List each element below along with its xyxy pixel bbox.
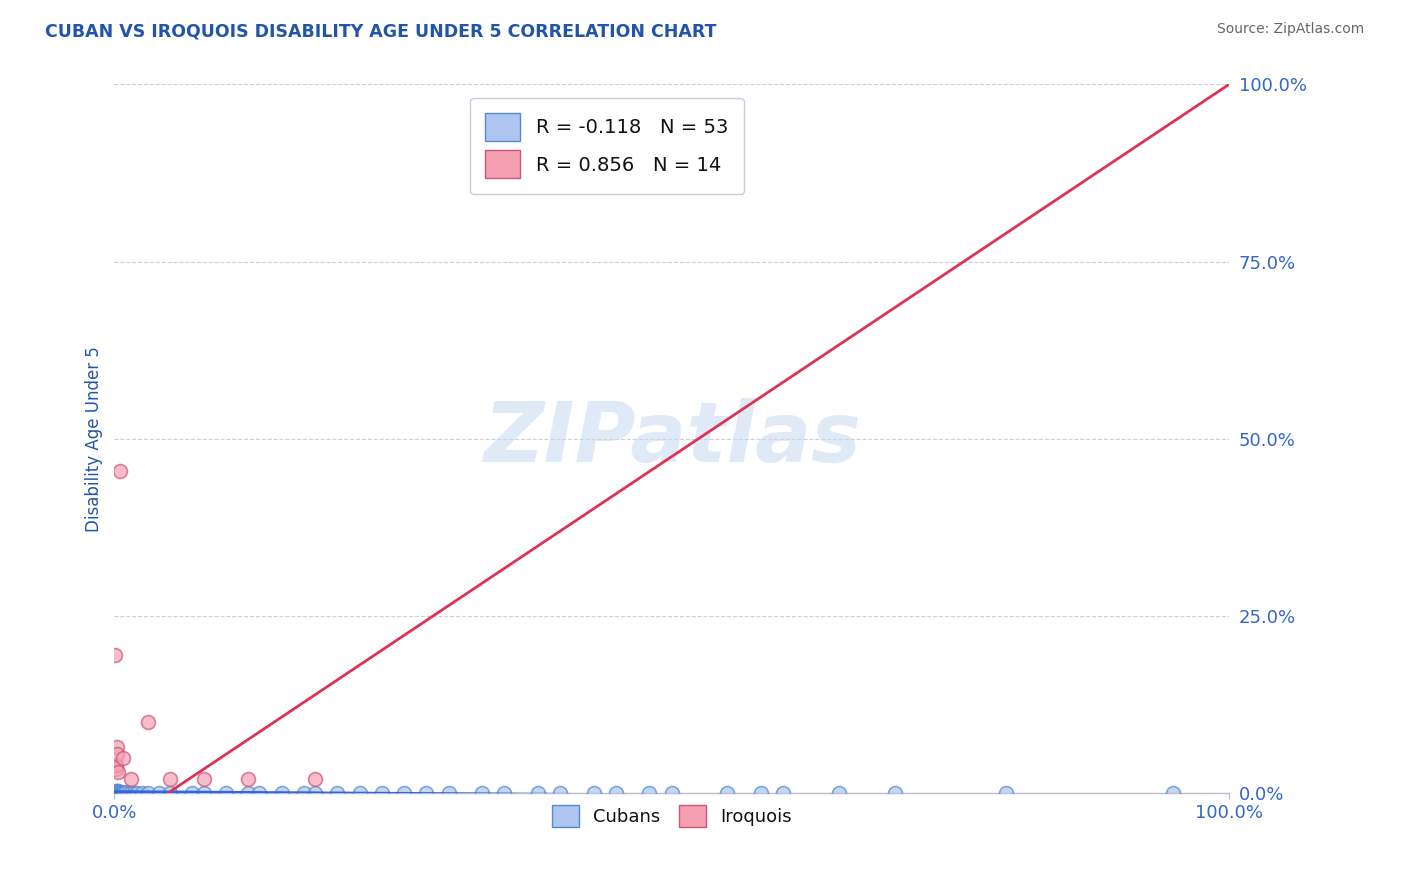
Point — [749, 786, 772, 800]
Point — [471, 786, 494, 800]
Point — [494, 786, 516, 800]
Point — [326, 786, 349, 800]
Point — [108, 786, 131, 800]
Text: ZIPatlas: ZIPatlas — [482, 399, 860, 479]
Point — [605, 786, 627, 800]
Text: CUBAN VS IROQUOIS DISABILITY AGE UNDER 5 CORRELATION CHART: CUBAN VS IROQUOIS DISABILITY AGE UNDER 5… — [45, 22, 717, 40]
Point — [292, 786, 315, 800]
Point — [661, 786, 683, 800]
Point — [105, 785, 128, 799]
Point — [548, 786, 571, 800]
Point — [125, 786, 148, 800]
Point — [110, 786, 132, 800]
Point — [828, 786, 851, 800]
Point — [193, 786, 215, 800]
Point — [110, 786, 132, 800]
Point — [772, 786, 794, 800]
Point — [349, 786, 371, 800]
Point — [415, 786, 437, 800]
Point — [108, 784, 131, 798]
Point — [124, 786, 146, 800]
Point — [247, 786, 270, 800]
Point — [371, 786, 394, 800]
Point — [104, 648, 127, 662]
Text: Source: ZipAtlas.com: Source: ZipAtlas.com — [1216, 22, 1364, 37]
Point — [112, 786, 135, 800]
Point — [105, 747, 128, 762]
Point — [104, 762, 127, 776]
Y-axis label: Disability Age Under 5: Disability Age Under 5 — [86, 346, 103, 532]
Point — [304, 786, 326, 800]
Point — [148, 786, 170, 800]
Point — [527, 786, 550, 800]
Point — [105, 740, 128, 755]
Point — [114, 785, 136, 799]
Point — [136, 715, 159, 730]
Point — [105, 783, 128, 797]
Point — [159, 786, 181, 800]
Point — [108, 785, 131, 799]
Point — [111, 786, 134, 800]
Point — [120, 772, 142, 787]
Point — [107, 786, 129, 800]
Point — [270, 786, 292, 800]
Point — [117, 786, 139, 800]
Legend: Cubans, Iroquois: Cubans, Iroquois — [544, 797, 799, 834]
Point — [236, 786, 259, 800]
Point — [638, 786, 661, 800]
Point — [392, 786, 415, 800]
Point — [437, 786, 460, 800]
Point — [582, 786, 605, 800]
Point — [107, 765, 129, 780]
Point — [104, 784, 127, 798]
Point — [1161, 786, 1184, 800]
Point — [193, 772, 215, 787]
Point — [105, 758, 128, 772]
Point — [136, 786, 159, 800]
Point — [159, 772, 181, 787]
Point — [995, 786, 1018, 800]
Point — [215, 786, 238, 800]
Point — [304, 772, 326, 787]
Point — [236, 772, 259, 787]
Point — [181, 786, 204, 800]
Point — [114, 786, 136, 800]
Point — [107, 784, 129, 798]
Point — [105, 785, 128, 799]
Point — [111, 786, 134, 800]
Point — [108, 464, 131, 478]
Point — [112, 751, 135, 765]
Point — [120, 786, 142, 800]
Point — [131, 786, 153, 800]
Point — [716, 786, 738, 800]
Point — [883, 786, 905, 800]
